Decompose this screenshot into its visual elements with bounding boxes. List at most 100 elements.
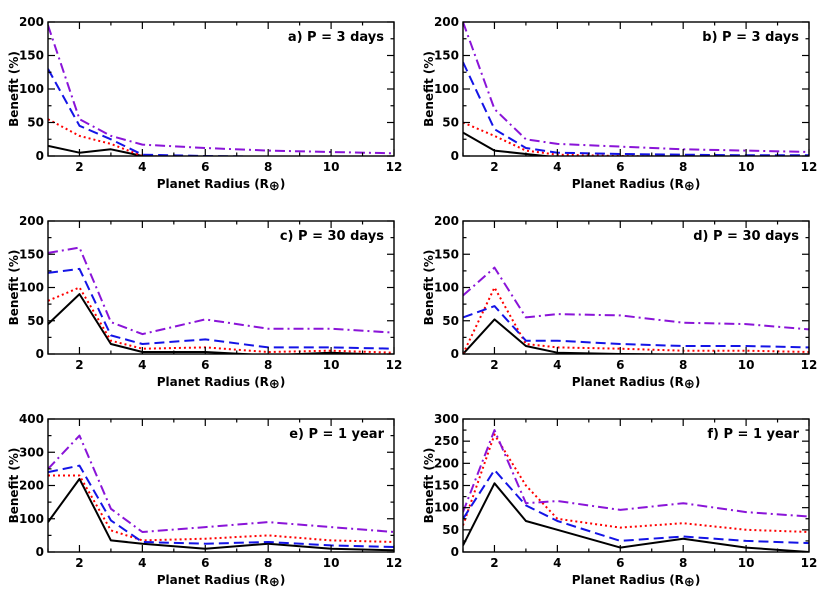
- chart-panel-b: 2 4 6 8 10 12 0 50 100 150 200 b) P = 3 days Planet …: [422, 15, 817, 194]
- x-tick-label: 8: [264, 160, 272, 174]
- series-line-black-solid: [48, 477, 394, 552]
- y-tick-label: 200: [434, 15, 459, 29]
- y-tick-label: 200: [434, 214, 459, 228]
- series-line-blue-dashed: [48, 267, 394, 350]
- y-tick-label: 200: [434, 456, 459, 470]
- x-tick-label: 12: [386, 556, 403, 570]
- x-tick-label: 12: [801, 358, 818, 372]
- series-line-purple-dashdot: [48, 24, 394, 155]
- y-tick-label: 0: [451, 347, 459, 361]
- chart-panel-d: 2 4 6 8 10 12 0 50 100 150 200 d) P = 30 days Planet…: [422, 214, 817, 392]
- y-tick-label: 150: [434, 247, 459, 261]
- y-tick-label: 200: [19, 479, 44, 493]
- chart-panel-e: 2 4 6 8 10 12 0 100 200 300 400 e) P = 1 year Planet…: [7, 412, 402, 590]
- series-line-blue-dashed: [463, 469, 809, 545]
- x-tick-label: 6: [616, 160, 624, 174]
- y-tick-label: 50: [442, 523, 459, 537]
- y-tick-label: 50: [27, 314, 44, 328]
- series-line-blue-dashed: [48, 464, 394, 548]
- y-tick-label: 300: [434, 412, 459, 426]
- y-tick-label: 100: [19, 512, 44, 526]
- x-tick-label: 10: [323, 556, 340, 570]
- x-tick-label: 8: [264, 556, 272, 570]
- x-tick-label: 12: [801, 160, 818, 174]
- x-tick-label: 2: [75, 358, 83, 372]
- series-line-red-dotted: [48, 474, 394, 543]
- y-axis-label: Benefit (%): [7, 51, 21, 127]
- y-tick-label: 0: [36, 545, 44, 559]
- chart-panel-a: 2 4 6 8 10 12 0 50 100 150 200 a) P = 3 days Planet …: [7, 15, 402, 194]
- y-tick-label: 100: [434, 501, 459, 515]
- x-axis-label: Planet Radius (R⊕): [157, 177, 286, 194]
- x-axis-label: Planet Radius (R⊕): [157, 375, 286, 392]
- y-axis-label: Benefit (%): [422, 448, 436, 524]
- x-tick-label: 8: [264, 358, 272, 372]
- y-tick-label: 200: [19, 15, 44, 29]
- chart-panel-c: 2 4 6 8 10 12 0 50 100 150 200 c) P = 30 days Planet…: [7, 214, 402, 392]
- x-axis-label: Planet Radius (R⊕): [572, 573, 701, 590]
- series-line-purple-dashdot: [463, 429, 809, 518]
- series-line-black-solid: [48, 293, 387, 354]
- panel-title: e) P = 1 year: [289, 427, 384, 442]
- x-tick-label: 10: [323, 160, 340, 174]
- panel-title: a) P = 3 days: [288, 30, 384, 45]
- series-line-purple-dashdot: [463, 266, 809, 331]
- y-tick-label: 100: [19, 82, 44, 96]
- x-tick-label: 4: [553, 358, 561, 372]
- x-tick-label: 2: [75, 556, 83, 570]
- y-tick-label: 50: [442, 116, 459, 130]
- x-tick-label: 4: [138, 556, 146, 570]
- series-line-black-solid: [463, 131, 555, 156]
- series-line-purple-dashdot: [48, 434, 394, 533]
- panel-title: b) P = 3 days: [702, 30, 799, 45]
- y-axis-label: Benefit (%): [7, 250, 21, 326]
- series-line-red-dotted: [463, 286, 809, 354]
- x-tick-label: 10: [738, 358, 755, 372]
- y-tick-label: 200: [19, 214, 44, 228]
- x-tick-label: 6: [201, 358, 209, 372]
- y-tick-label: 150: [19, 247, 44, 261]
- x-tick-label: 8: [679, 556, 687, 570]
- y-tick-label: 50: [27, 116, 44, 130]
- y-tick-label: 0: [36, 347, 44, 361]
- series-line-red-dotted: [48, 118, 191, 156]
- y-tick-label: 100: [434, 281, 459, 295]
- x-axis-label: Planet Radius (R⊕): [157, 573, 286, 590]
- panel-title: d) P = 30 days: [693, 229, 799, 244]
- x-tick-label: 10: [738, 160, 755, 174]
- x-tick-label: 12: [386, 160, 403, 174]
- series-line-purple-dashdot: [463, 22, 809, 153]
- y-axis-label: Benefit (%): [7, 448, 21, 524]
- series-line-black-solid: [463, 482, 809, 552]
- x-tick-label: 4: [138, 160, 146, 174]
- x-axis-label: Planet Radius (R⊕): [572, 375, 701, 392]
- series-line-blue-dashed: [48, 68, 394, 156]
- x-tick-label: 10: [738, 556, 755, 570]
- x-tick-label: 4: [553, 556, 561, 570]
- x-tick-label: 6: [201, 556, 209, 570]
- x-tick-label: 6: [616, 556, 624, 570]
- y-tick-label: 150: [434, 479, 459, 493]
- series-line-red-dotted: [463, 433, 809, 533]
- x-tick-label: 2: [490, 358, 498, 372]
- y-axis-label: Benefit (%): [422, 51, 436, 127]
- y-tick-label: 0: [451, 149, 459, 163]
- x-tick-label: 12: [386, 358, 403, 372]
- y-tick-label: 250: [434, 434, 459, 448]
- panel-title: c) P = 30 days: [280, 229, 384, 244]
- y-tick-label: 50: [442, 314, 459, 328]
- x-tick-label: 12: [801, 556, 818, 570]
- x-tick-label: 4: [138, 358, 146, 372]
- y-axis-label: Benefit (%): [422, 250, 436, 326]
- x-axis-label: Planet Radius (R⊕): [572, 177, 701, 194]
- y-tick-label: 400: [19, 412, 44, 426]
- series-line-black-solid: [48, 144, 174, 156]
- y-tick-label: 100: [19, 281, 44, 295]
- x-tick-label: 8: [679, 358, 687, 372]
- x-tick-label: 6: [616, 358, 624, 372]
- x-tick-label: 2: [75, 160, 83, 174]
- series-line-purple-dashdot: [48, 246, 394, 336]
- x-tick-label: 2: [490, 556, 498, 570]
- series-line-blue-dashed: [463, 305, 809, 349]
